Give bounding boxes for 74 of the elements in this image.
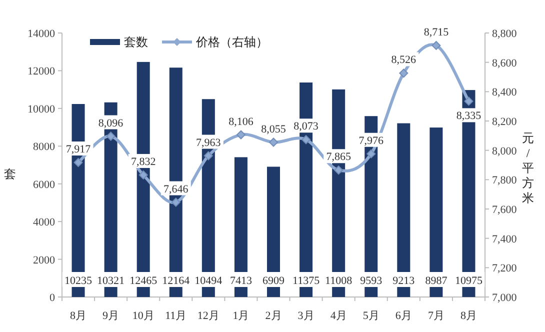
point [269,138,278,147]
point [236,130,246,140]
point [399,68,408,78]
x-tick-label: 2月 [265,310,282,322]
point [204,151,213,160]
data-label: 7,917 [66,144,92,156]
x-tick-label: 1月 [232,310,250,322]
point [432,40,441,50]
x-tick-label: 11月 [165,310,187,322]
y-tick-label: 8000 [33,141,56,154]
x-tick-label: 12月 [197,310,220,322]
data-label: 10321 [97,275,125,287]
data-label: 8,055 [261,123,286,136]
y2-tick-label: 8,200 [492,116,518,128]
x-tick-label: 8月 [70,310,87,322]
x-tick-label: 3月 [298,310,314,322]
y-tick-label: 12000 [28,66,56,78]
data-label: 7,646 [164,183,189,196]
x-tick-label: 10月 [132,310,154,322]
point [464,96,474,106]
data-label: 6909 [262,275,285,287]
data-label: 8,715 [424,26,450,38]
point [106,132,116,141]
y2-tick-label: 7,600 [492,204,518,216]
x-tick-label: 8月 [460,310,477,322]
legend-label: 价格（右轴） [195,35,268,49]
y-tick-label: 14000 [28,28,56,40]
point [366,149,376,158]
legend-label: 套数 [124,35,148,49]
point [138,170,148,180]
x-tick-label: 5月 [362,310,380,322]
data-label: 7,963 [196,136,222,149]
data-label: 7,832 [130,156,156,168]
data-label: 10494 [194,275,223,287]
data-label: 7,865 [326,151,352,164]
data-label: 10235 [64,275,93,287]
x-tick-label: 9月 [102,310,120,322]
x-tick-label: 7月 [428,310,444,322]
data-label: 10975 [454,275,483,287]
data-label: 7,976 [358,134,384,147]
y-tick-label: 4000 [33,216,56,229]
y2-tick-label: 8,400 [492,86,518,99]
y2-tick-label: 8,600 [492,57,518,70]
y2-tick-label: 7,400 [492,233,518,246]
y2-axis-title: 元/平方米 [522,131,534,205]
y2-tick-label: 7,200 [492,262,518,275]
data-label: 9213 [392,275,416,287]
data-label: 7413 [230,275,252,287]
data-label: 12164 [162,275,190,287]
y-tick-label: 2000 [33,254,56,266]
point [74,158,83,168]
y2-tick-label: 7,000 [492,292,518,304]
x-tick-label: 6月 [395,310,412,322]
y-tick-label: 6000 [33,178,56,191]
y2-tick-label: 7,800 [492,174,518,187]
data-label: 8,096 [98,117,124,130]
data-label: 8,335 [456,110,482,122]
data-label: 8,526 [391,54,417,66]
data-label: 12465 [130,275,158,287]
x-tick-label: 4月 [330,310,347,322]
y2-tick-label: 8,800 [492,28,518,40]
y-tick-label: 10000 [28,103,56,116]
data-label: 8,106 [228,116,254,128]
y-tick-label: 0 [50,292,56,304]
point [302,135,311,144]
data-label: 11375 [292,275,320,287]
point [334,166,344,175]
data-label: 8987 [425,275,448,287]
data-label: 9593 [360,275,383,287]
data-label: 11008 [325,275,353,287]
y-axis-title: 套 [4,167,16,181]
y2-tick-label: 8,000 [492,145,518,158]
point [171,198,180,207]
data-label: 8,073 [294,120,319,133]
